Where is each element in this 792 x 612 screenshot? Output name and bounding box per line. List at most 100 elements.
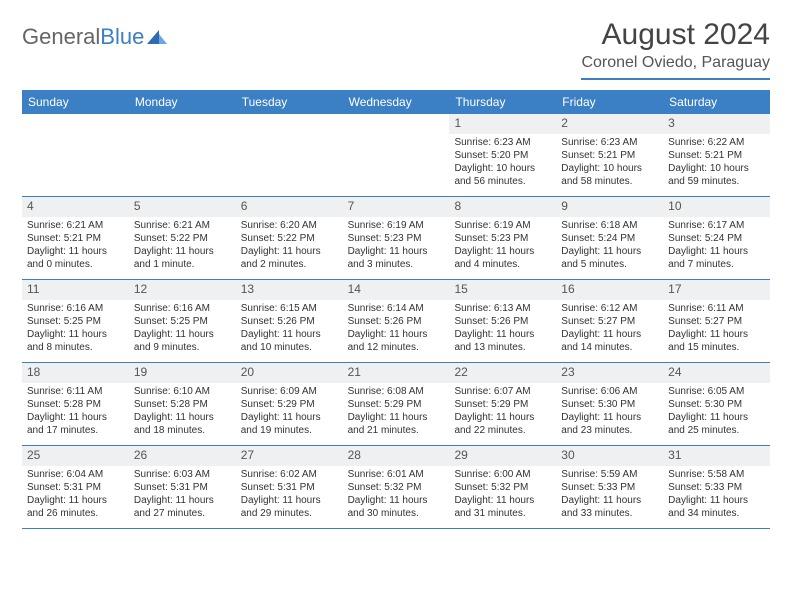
daylight-line: Daylight: 11 hours and 17 minutes. — [27, 411, 124, 437]
daynum-row: 14 — [343, 280, 450, 300]
day-cell: 20Sunrise: 6:09 AMSunset: 5:29 PMDayligh… — [236, 363, 343, 445]
day-number: 18 — [27, 365, 40, 379]
day-number: 28 — [348, 448, 361, 462]
sunrise-line: Sunrise: 6:12 AM — [561, 302, 658, 315]
day-cell: 24Sunrise: 6:05 AMSunset: 5:30 PMDayligh… — [663, 363, 770, 445]
daylight-line: Daylight: 10 hours and 56 minutes. — [454, 162, 551, 188]
sunset-line: Sunset: 5:21 PM — [561, 149, 658, 162]
daynum-row: 27 — [236, 446, 343, 466]
day-cell: 7Sunrise: 6:19 AMSunset: 5:23 PMDaylight… — [343, 197, 450, 279]
daylight-line: Daylight: 11 hours and 12 minutes. — [348, 328, 445, 354]
day-number: 15 — [454, 282, 467, 296]
day-cell: 6Sunrise: 6:20 AMSunset: 5:22 PMDaylight… — [236, 197, 343, 279]
daylight-line: Daylight: 11 hours and 4 minutes. — [454, 245, 551, 271]
weekday-header: Wednesday — [343, 90, 450, 114]
day-cell: 31Sunrise: 5:58 AMSunset: 5:33 PMDayligh… — [663, 446, 770, 528]
daylight-line: Daylight: 11 hours and 5 minutes. — [561, 245, 658, 271]
daylight-line: Daylight: 11 hours and 1 minute. — [134, 245, 231, 271]
day-number: 11 — [27, 282, 39, 296]
sunrise-line: Sunrise: 5:59 AM — [561, 468, 658, 481]
sunrise-line: Sunrise: 6:18 AM — [561, 219, 658, 232]
daylight-line: Daylight: 11 hours and 34 minutes. — [668, 494, 765, 520]
sunrise-line: Sunrise: 6:11 AM — [27, 385, 124, 398]
empty-cell — [343, 114, 450, 196]
day-cell: 15Sunrise: 6:13 AMSunset: 5:26 PMDayligh… — [449, 280, 556, 362]
sunrise-line: Sunrise: 6:10 AM — [134, 385, 231, 398]
sunrise-line: Sunrise: 6:06 AM — [561, 385, 658, 398]
day-number: 8 — [454, 199, 461, 213]
sunset-line: Sunset: 5:23 PM — [454, 232, 551, 245]
day-cell: 10Sunrise: 6:17 AMSunset: 5:24 PMDayligh… — [663, 197, 770, 279]
day-number: 30 — [561, 448, 574, 462]
week-row: 25Sunrise: 6:04 AMSunset: 5:31 PMDayligh… — [22, 446, 770, 529]
daylight-line: Daylight: 11 hours and 29 minutes. — [241, 494, 338, 520]
day-number: 20 — [241, 365, 254, 379]
day-number: 31 — [668, 448, 681, 462]
sunset-line: Sunset: 5:31 PM — [241, 481, 338, 494]
daylight-line: Daylight: 11 hours and 18 minutes. — [134, 411, 231, 437]
sunrise-line: Sunrise: 5:58 AM — [668, 468, 765, 481]
sunset-line: Sunset: 5:22 PM — [134, 232, 231, 245]
daynum-row: 23 — [556, 363, 663, 383]
week-row: 4 Sunrise: 6:21 AMSunset: 5:21 PM Daylight… — [22, 197, 770, 280]
daynum-row: 28 — [343, 446, 450, 466]
header: GeneralBlue August 2024 Coronel Oviedo, … — [22, 18, 770, 80]
sunset-line: Sunset: 5:29 PM — [348, 398, 445, 411]
daynum-row: 29 — [449, 446, 556, 466]
daylight-line: Daylight: 11 hours and 22 minutes. — [454, 411, 551, 437]
day-cell: 4Sunrise: 6:21 AMSunset: 5:21 PMDaylight… — [22, 197, 129, 279]
daylight-line: Daylight: 11 hours and 15 minutes. — [668, 328, 765, 354]
weekday-header: Tuesday — [236, 90, 343, 114]
sunrise-line: Sunrise: 6:17 AM — [668, 219, 765, 232]
day-cell: 21Sunrise: 6:08 AMSunset: 5:29 PMDayligh… — [343, 363, 450, 445]
daylight-line: Daylight: 11 hours and 25 minutes. — [668, 411, 765, 437]
day-number: 22 — [454, 365, 467, 379]
daylight-line: Daylight: 11 hours and 10 minutes. — [241, 328, 338, 354]
day-number: 2 — [561, 116, 568, 130]
daynum-row: 13 — [236, 280, 343, 300]
sunrise-line: Sunrise: 6:23 AM — [454, 136, 551, 149]
sunset-line: Sunset: 5:27 PM — [668, 315, 765, 328]
day-cell: 18 Sunrise: 6:11 AMSunset: 5:28 PMDayligh… — [22, 363, 129, 445]
day-number: 29 — [454, 448, 467, 462]
sunrise-line: Sunrise: 6:07 AM — [454, 385, 551, 398]
sunrise-line: Sunrise: 6:16 AM — [134, 302, 231, 315]
logo-icon — [147, 26, 169, 52]
daynum-row: 12 — [129, 280, 236, 300]
day-number: 16 — [561, 282, 574, 296]
daylight-line: Daylight: 11 hours and 8 minutes. — [27, 328, 124, 354]
day-cell: 28Sunrise: 6:01 AMSunset: 5:32 PMDayligh… — [343, 446, 450, 528]
daynum-row: 22 — [449, 363, 556, 383]
day-number: 4 — [27, 199, 34, 213]
sunset-line: Sunset: 5:22 PM — [241, 232, 338, 245]
sunrise-line: Sunrise: 6:00 AM — [454, 468, 551, 481]
day-cell: 8 Sunrise: 6:19 AMSunset: 5:23 PMDaylight… — [449, 197, 556, 279]
sunset-line: Sunset: 5:21 PM — [27, 232, 124, 245]
weekday-header-row: SundayMondayTuesdayWednesdayThursdayFrid… — [22, 90, 770, 114]
sunset-line: Sunset: 5:33 PM — [561, 481, 658, 494]
sunset-line: Sunset: 5:31 PM — [134, 481, 231, 494]
weeks-grid: 1Sunrise: 6:23 AMSunset: 5:20 PMDaylight… — [22, 114, 770, 529]
sunrise-line: Sunrise: 6:19 AM — [454, 219, 551, 232]
daynum-row: 10 — [663, 197, 770, 217]
day-number: 9 — [561, 199, 568, 213]
empty-cell — [236, 114, 343, 196]
sunrise-line: Sunrise: 6:21 AM — [27, 219, 124, 232]
sunset-line: Sunset: 5:28 PM — [27, 398, 124, 411]
sunset-line: Sunset: 5:31 PM — [27, 481, 124, 494]
daylight-line: Daylight: 11 hours and 26 minutes. — [27, 494, 124, 520]
day-cell: 27Sunrise: 6:02 AMSunset: 5:31 PMDayligh… — [236, 446, 343, 528]
daylight-line: Daylight: 11 hours and 19 minutes. — [241, 411, 338, 437]
daylight-line: Daylight: 11 hours and 27 minutes. — [134, 494, 231, 520]
daynum-row: 7 — [343, 197, 450, 217]
week-row: 1Sunrise: 6:23 AMSunset: 5:20 PMDaylight… — [22, 114, 770, 197]
day-cell: 17Sunrise: 6:11 AMSunset: 5:27 PMDayligh… — [663, 280, 770, 362]
sunset-line: Sunset: 5:24 PM — [561, 232, 658, 245]
day-number: 23 — [561, 365, 574, 379]
sunrise-line: Sunrise: 6:13 AM — [454, 302, 551, 315]
daylight-line: Daylight: 11 hours and 3 minutes. — [348, 245, 445, 271]
sunrise-line: Sunrise: 6:15 AM — [241, 302, 338, 315]
daylight-line: Daylight: 11 hours and 33 minutes. — [561, 494, 658, 520]
day-number: 5 — [134, 199, 141, 213]
sunset-line: Sunset: 5:32 PM — [454, 481, 551, 494]
